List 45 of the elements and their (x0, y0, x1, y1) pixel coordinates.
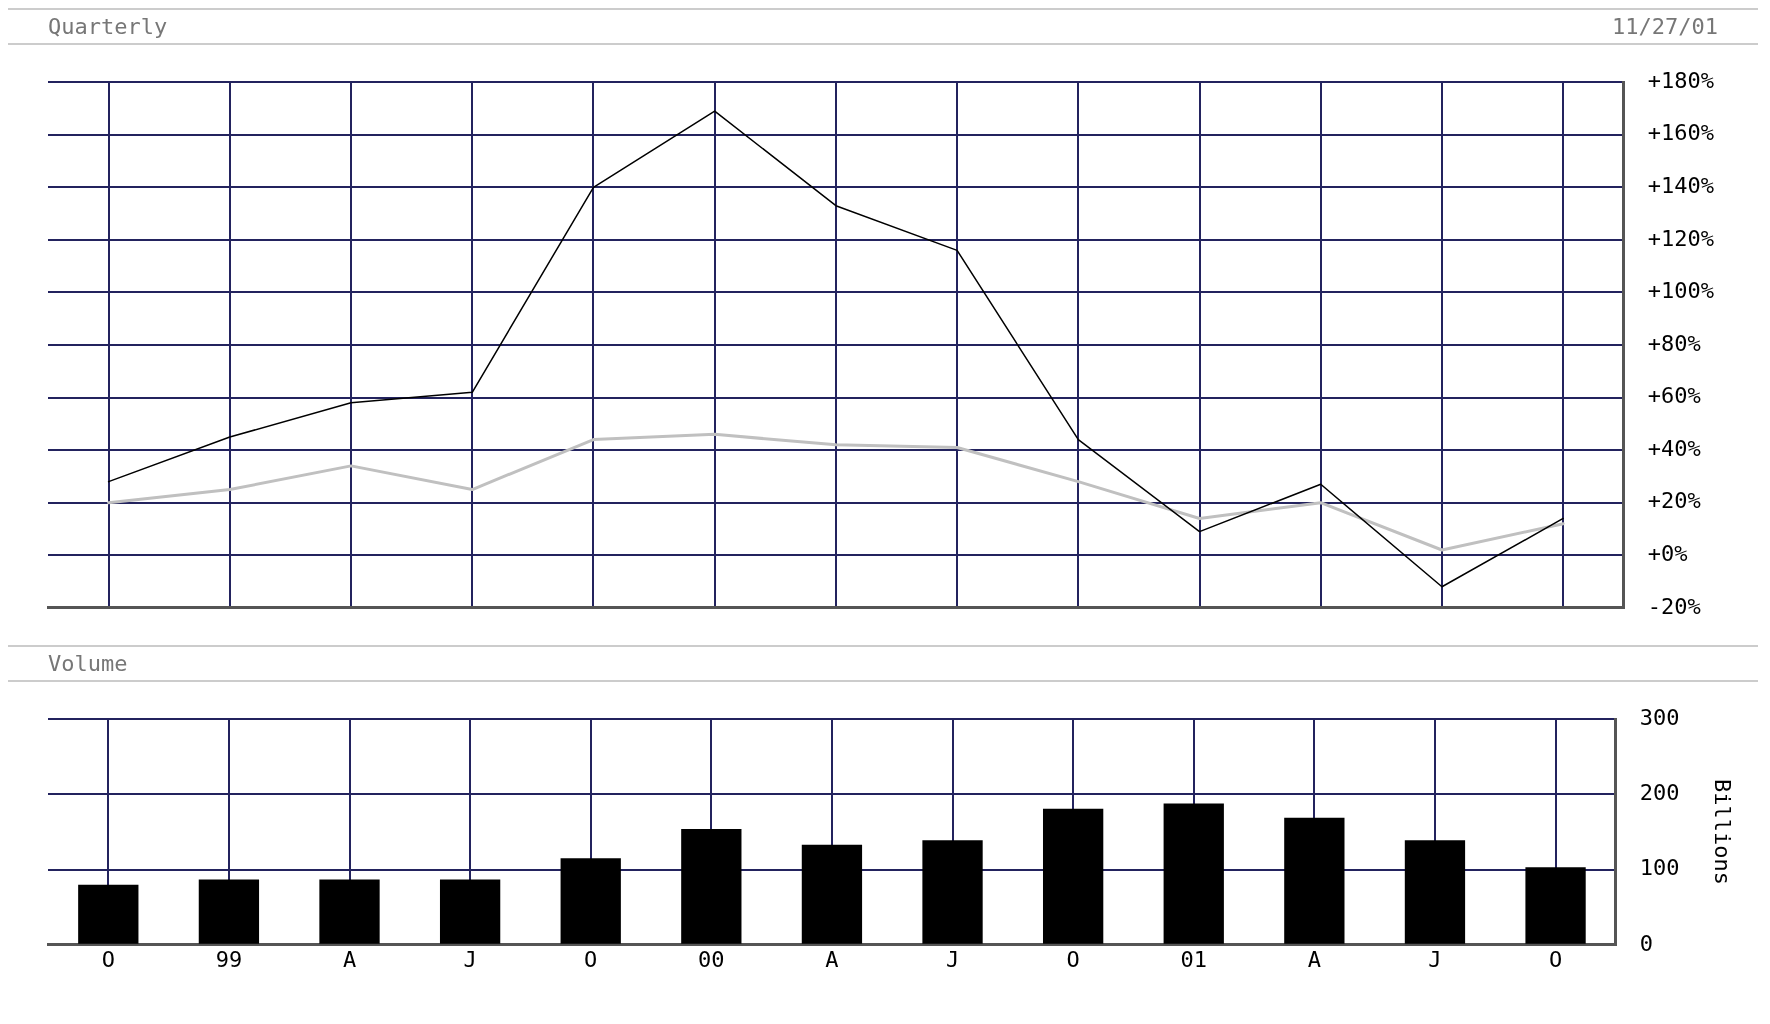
bar (681, 828, 742, 944)
bar (1163, 803, 1224, 944)
chart-title: Quarterly (48, 14, 168, 39)
bar (78, 884, 139, 944)
bar (1404, 840, 1466, 944)
x-tick-label: O (1548, 946, 1563, 972)
y-tick-label: +60% (1647, 383, 1701, 409)
y-axis-title: Billions (1710, 779, 1736, 885)
y-tick-label: 100 (1639, 855, 1680, 881)
bar (1525, 867, 1586, 944)
y-tick-label: +120% (1647, 225, 1715, 251)
y-tick-label: +100% (1647, 278, 1715, 304)
text: 11/27/01 (1612, 14, 1718, 39)
x-tick-label: A (342, 946, 357, 972)
y-tick-label: +0% (1647, 540, 1688, 566)
bar (801, 844, 863, 944)
x-tick-label: 00 (698, 946, 725, 972)
x-tick-label: J (945, 946, 960, 972)
x-tick-label: A (1307, 946, 1321, 972)
bar (922, 840, 983, 944)
y-tick-label: 300 (1639, 704, 1680, 730)
y-tick-label: -20% (1647, 593, 1701, 619)
x-tick-label: 99 (215, 946, 243, 972)
y-tick-label: +160% (1647, 120, 1715, 146)
x-tick-label: O (1066, 946, 1080, 972)
x-tick-label: O (584, 946, 598, 972)
bar (1284, 817, 1345, 944)
bar (198, 879, 260, 944)
x-tick-label: A (825, 946, 839, 972)
x-tick-label: J (1428, 946, 1442, 972)
y-tick-label: +40% (1647, 435, 1701, 461)
x-tick-label: J (463, 946, 477, 972)
bar (439, 879, 501, 944)
x-tick-label: 01 (1180, 946, 1207, 972)
y-tick-label: +140% (1647, 173, 1715, 199)
bar (560, 858, 621, 944)
x-tick-label: O (101, 946, 115, 972)
y-tick-label: +180% (1647, 67, 1715, 93)
y-tick-label: +80% (1647, 330, 1701, 356)
bar (1042, 808, 1104, 944)
y-tick-label: 200 (1639, 780, 1680, 806)
bar (319, 879, 380, 944)
y-tick-label: +20% (1647, 488, 1701, 514)
y-tick-label: 0 (1639, 930, 1654, 956)
chart-title: Volume (48, 651, 128, 676)
